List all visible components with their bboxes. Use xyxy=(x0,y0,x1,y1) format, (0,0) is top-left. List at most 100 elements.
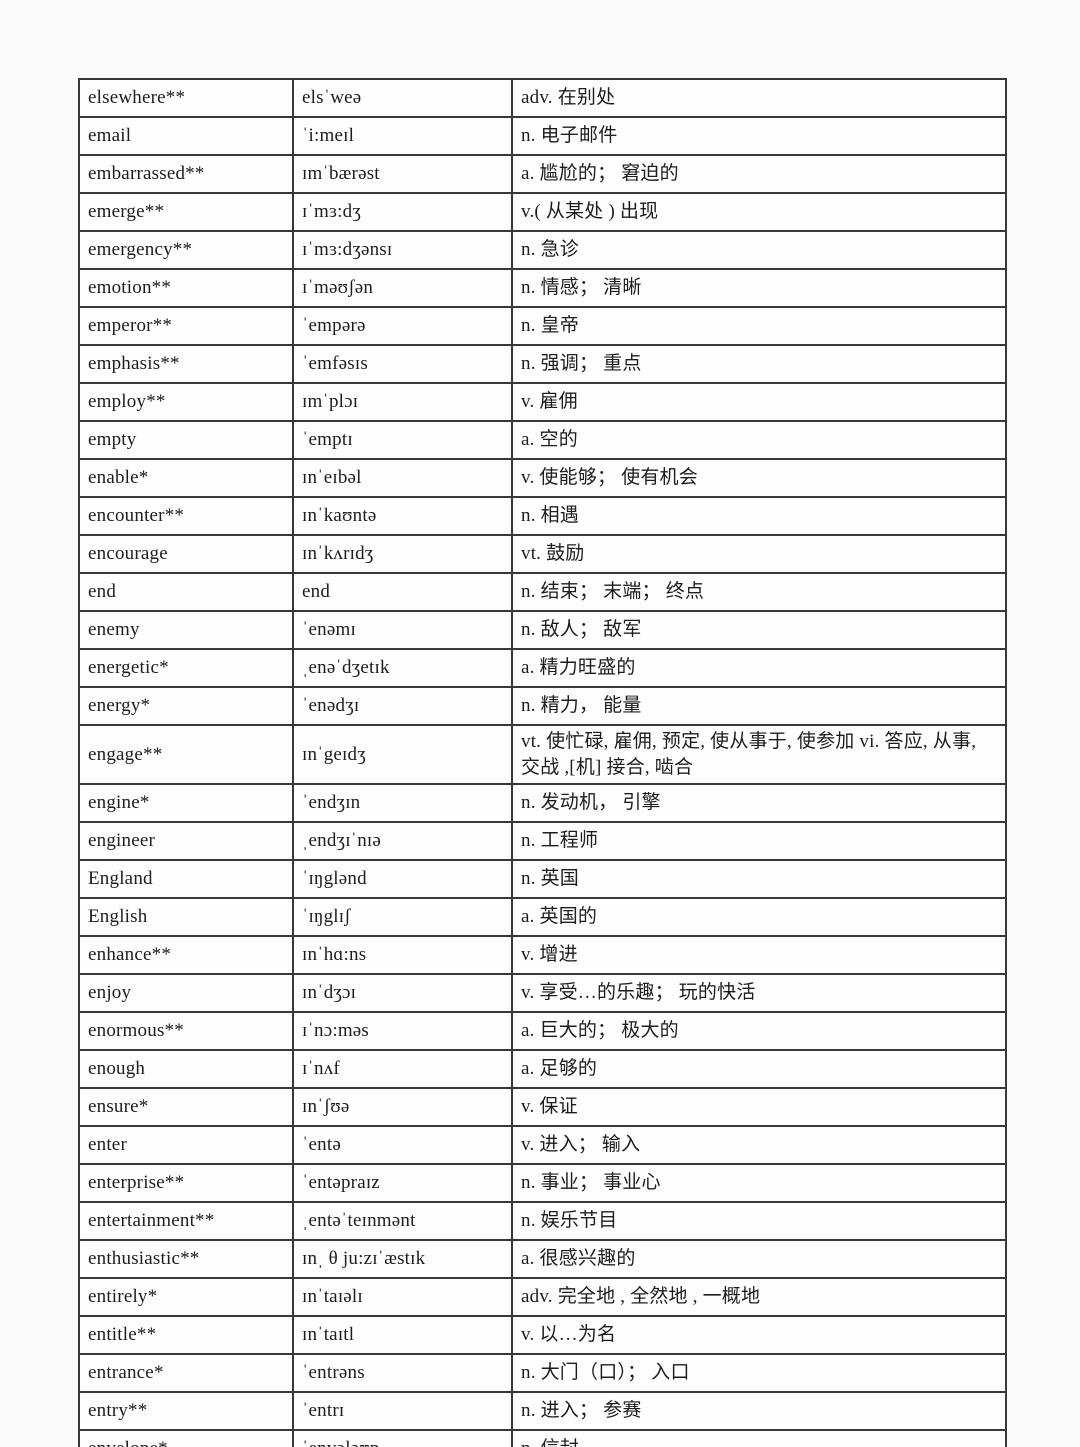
definition-cell: n. 相遇 xyxy=(511,496,1007,536)
phonetic-cell: ˌendʒɪˈnɪə xyxy=(292,821,513,862)
table-row: engine* ˈendʒɪn n. 发动机， 引擎 xyxy=(78,783,1007,824)
table-row: encourage ɪnˈkʌrɪdʒ vt. 鼓励 xyxy=(78,534,1007,574)
word-cell: enough xyxy=(78,1049,294,1090)
table-body: elsewhere** elsˈweə adv. 在别处 email ˈi:me… xyxy=(78,78,1007,1447)
table-row: emotion** ɪˈməʊʃən n. 情感； 清晰 xyxy=(78,268,1007,308)
phonetic-cell: ˈentə xyxy=(292,1125,513,1166)
table-row: entirely* ɪnˈtaɪəlɪ adv. 完全地 , 全然地 , 一概地 xyxy=(78,1277,1007,1318)
vocabulary-table: elsewhere** elsˈweə adv. 在别处 email ˈi:me… xyxy=(78,78,1007,1447)
word-cell: employ** xyxy=(78,382,294,422)
table-row: enhance** ɪnˈhɑ:ns v. 增进 xyxy=(78,935,1007,976)
table-row: empty ˈemptɪ a. 空的 xyxy=(78,420,1007,460)
phonetic-cell: ɪnˈdʒɔɪ xyxy=(292,973,513,1014)
word-cell: energetic* xyxy=(78,648,294,688)
definition-cell: n. 大门（口）； 入口 xyxy=(511,1353,1007,1394)
definition-cell: a. 精力旺盛的 xyxy=(511,648,1007,688)
phonetic-cell: elsˈweə xyxy=(292,78,513,118)
word-cell: entertainment** xyxy=(78,1201,294,1242)
table-row: engage** ɪnˈgeɪdʒ vt. 使忙碌, 雇佣, 预定, 使从事于,… xyxy=(78,723,1007,786)
table-row: enthusiastic** ɪnˌ θ ju:zɪˈæstɪk a. 很感兴趣… xyxy=(78,1239,1007,1280)
definition-cell: v. 使能够； 使有机会 xyxy=(511,458,1007,498)
definition-cell: v. 雇佣 xyxy=(511,382,1007,422)
phonetic-cell: ˈenəmɪ xyxy=(292,610,513,650)
table-row: enough ɪˈnʌf a. 足够的 xyxy=(78,1049,1007,1090)
definition-cell: n. 强调； 重点 xyxy=(511,344,1007,384)
word-cell: emotion** xyxy=(78,268,294,308)
phonetic-cell: ˈentrɪ xyxy=(292,1391,513,1432)
phonetic-cell: ɪnˈhɑ:ns xyxy=(292,935,513,976)
phonetic-cell: ɪˈnʌf xyxy=(292,1049,513,1090)
word-cell: engine* xyxy=(78,783,294,824)
word-cell: enable* xyxy=(78,458,294,498)
definition-cell: v. 以…为名 xyxy=(511,1315,1007,1356)
table-row: ensure* ɪnˈʃʊə v. 保证 xyxy=(78,1087,1007,1128)
table-row: English ˈɪŋglɪʃ a. 英国的 xyxy=(78,897,1007,938)
definition-cell: v. 享受…的乐趣； 玩的快活 xyxy=(511,973,1007,1014)
word-cell: emergency** xyxy=(78,230,294,270)
phonetic-cell: ˌenəˈdʒetɪk xyxy=(292,648,513,688)
phonetic-cell: end xyxy=(292,572,513,612)
table-row: enormous** ɪˈnɔ:məs a. 巨大的； 极大的 xyxy=(78,1011,1007,1052)
word-cell: entirely* xyxy=(78,1277,294,1318)
word-cell: entrance* xyxy=(78,1353,294,1394)
word-cell: enter xyxy=(78,1125,294,1166)
word-cell: envelope* xyxy=(78,1429,294,1447)
table-row: enemy ˈenəmɪ n. 敌人； 敌军 xyxy=(78,610,1007,650)
phonetic-cell: ˈemfəsɪs xyxy=(292,344,513,384)
phonetic-cell: ˈentəpraɪz xyxy=(292,1163,513,1204)
definition-cell: n. 信封 xyxy=(511,1429,1007,1447)
phonetic-cell: ˈendʒɪn xyxy=(292,783,513,824)
definition-cell: a. 足够的 xyxy=(511,1049,1007,1090)
definition-cell: adv. 完全地 , 全然地 , 一概地 xyxy=(511,1277,1007,1318)
definition-cell: n. 情感； 清晰 xyxy=(511,268,1007,308)
phonetic-cell: ɪˈmɜ:dʒ xyxy=(292,192,513,232)
table-row: entrance* ˈentrəns n. 大门（口）； 入口 xyxy=(78,1353,1007,1394)
phonetic-cell: ɪˈməʊʃən xyxy=(292,268,513,308)
definition-cell: v.( 从某处 ) 出现 xyxy=(511,192,1007,232)
definition-cell: n. 英国 xyxy=(511,859,1007,900)
definition-cell: v. 增进 xyxy=(511,935,1007,976)
table-row: enable* ɪnˈeɪbəl v. 使能够； 使有机会 xyxy=(78,458,1007,498)
phonetic-cell: ɪnˈʃʊə xyxy=(292,1087,513,1128)
table-row: embarrassed** ɪmˈbærəst a. 尴尬的； 窘迫的 xyxy=(78,154,1007,194)
phonetic-cell: ˈɪŋglənd xyxy=(292,859,513,900)
word-cell: enemy xyxy=(78,610,294,650)
phonetic-cell: ɪnˈkʌrɪdʒ xyxy=(292,534,513,574)
table-row: employ** ɪmˈplɔɪ v. 雇佣 xyxy=(78,382,1007,422)
definition-cell: a. 巨大的； 极大的 xyxy=(511,1011,1007,1052)
definition-cell: n. 进入； 参赛 xyxy=(511,1391,1007,1432)
table-row: enterprise** ˈentəpraɪz n. 事业； 事业心 xyxy=(78,1163,1007,1204)
definition-cell: n. 电子邮件 xyxy=(511,116,1007,156)
phonetic-cell: ɪnˈkaʊntə xyxy=(292,496,513,536)
phonetic-cell: ɪˈnɔ:məs xyxy=(292,1011,513,1052)
word-cell: engineer xyxy=(78,821,294,862)
table-row: energetic* ˌenəˈdʒetɪk a. 精力旺盛的 xyxy=(78,648,1007,688)
table-row: entitle** ɪnˈtaɪtl v. 以…为名 xyxy=(78,1315,1007,1356)
word-cell: enjoy xyxy=(78,973,294,1014)
word-cell: entry** xyxy=(78,1391,294,1432)
table-row: elsewhere** elsˈweə adv. 在别处 xyxy=(78,78,1007,118)
table-row: entry** ˈentrɪ n. 进入； 参赛 xyxy=(78,1391,1007,1432)
phonetic-cell: ɪnˈtaɪəlɪ xyxy=(292,1277,513,1318)
definition-cell: a. 英国的 xyxy=(511,897,1007,938)
word-cell: empty xyxy=(78,420,294,460)
word-cell: embarrassed** xyxy=(78,154,294,194)
phonetic-cell: ɪnˈtaɪtl xyxy=(292,1315,513,1356)
phonetic-cell: ɪmˈbærəst xyxy=(292,154,513,194)
table-row: enjoy ɪnˈdʒɔɪ v. 享受…的乐趣； 玩的快活 xyxy=(78,973,1007,1014)
table-row: energy* ˈenədʒɪ n. 精力， 能量 xyxy=(78,686,1007,726)
word-cell: email xyxy=(78,116,294,156)
table-row: emperor** ˈempərə n. 皇帝 xyxy=(78,306,1007,346)
definition-cell: v. 保证 xyxy=(511,1087,1007,1128)
word-cell: enterprise** xyxy=(78,1163,294,1204)
table-row: end end n. 结束； 末端； 终点 xyxy=(78,572,1007,612)
phonetic-cell: ˈentrəns xyxy=(292,1353,513,1394)
definition-cell: n. 精力， 能量 xyxy=(511,686,1007,726)
phonetic-cell: ˈi:meɪl xyxy=(292,116,513,156)
table-row: encounter** ɪnˈkaʊntə n. 相遇 xyxy=(78,496,1007,536)
phonetic-cell: ˈenvələʊp xyxy=(292,1429,513,1447)
word-cell: enormous** xyxy=(78,1011,294,1052)
phonetic-cell: ɪˈmɜ:dʒənsɪ xyxy=(292,230,513,270)
phonetic-cell: ɪnˈeɪbəl xyxy=(292,458,513,498)
